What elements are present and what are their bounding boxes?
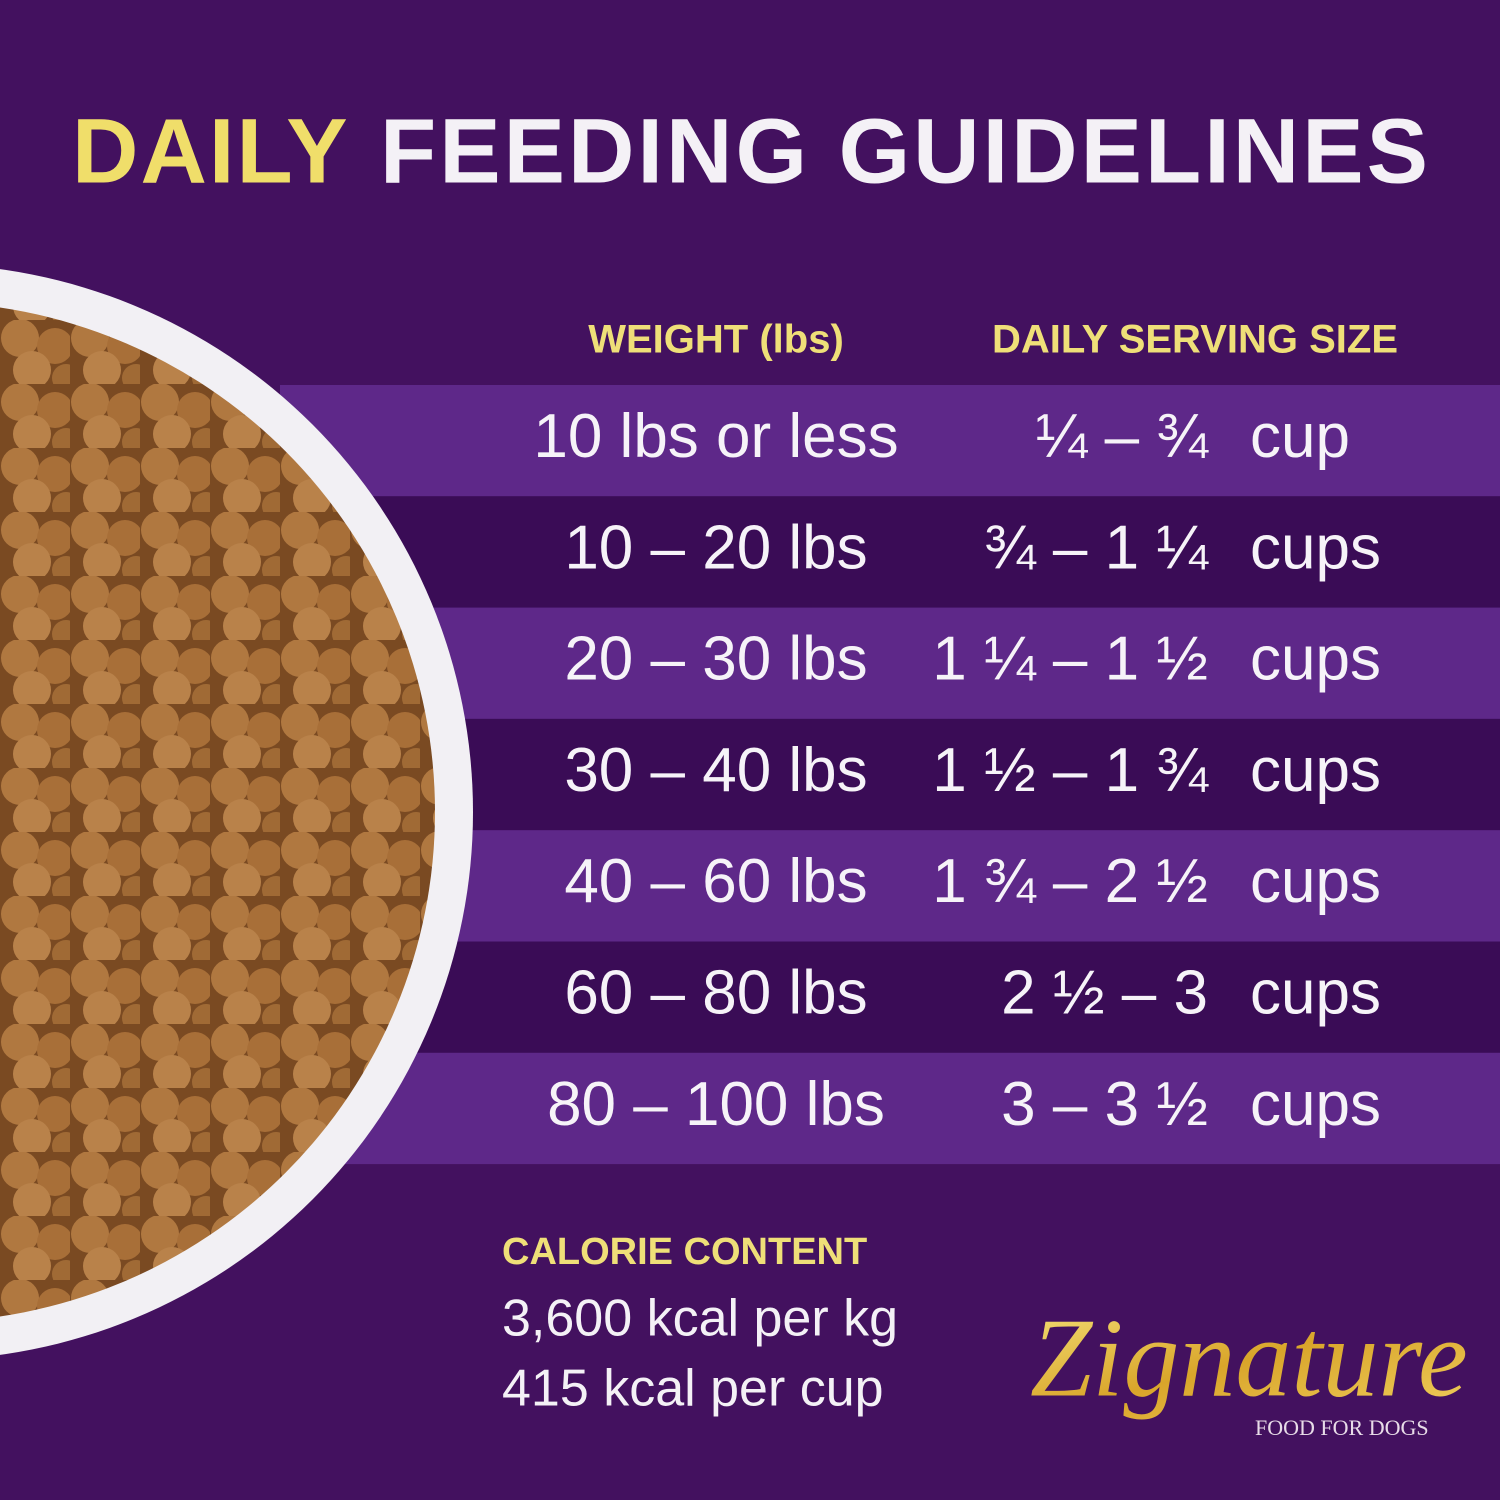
weight-cell: 20 – 30 lbs <box>564 625 867 694</box>
calorie-line: 415 kcal per cup <box>502 1360 884 1418</box>
row-band <box>280 718 1500 831</box>
kibble <box>0 307 435 1317</box>
serving-cell: 2 ½ – 3 <box>1001 959 1208 1028</box>
serving-cell: 3 – 3 ½ <box>1001 1070 1208 1139</box>
brand-logo: Zignature <box>1030 1297 1468 1421</box>
weight-cell: 10 lbs or less <box>533 402 898 471</box>
unit-cell: cups <box>1250 1070 1381 1139</box>
serving-cell: ¾ – 1 ¼ <box>984 513 1209 582</box>
table-rows: 10 lbs or less ¼ – ¾ cup 10 – 20 lbs ¾ – 1 ¼… <box>533 402 1381 1139</box>
row-bands <box>280 385 1500 1165</box>
column-header: DAILY SERVING SIZE <box>992 318 1398 362</box>
unit-cell: cups <box>1250 736 1381 805</box>
title: FEEDING GUIDELINES <box>380 100 1430 202</box>
weight-cell: 60 – 80 lbs <box>564 959 867 1028</box>
unit-cell: cups <box>1250 959 1381 1028</box>
row-band <box>280 385 1500 497</box>
serving-cell: ¼ – ¾ <box>1036 402 1210 471</box>
row-band <box>280 607 1500 719</box>
row-band <box>280 496 1500 608</box>
weight-cell: 40 – 60 lbs <box>564 847 867 916</box>
row-band <box>280 1052 1500 1165</box>
title-highlight: DAILY <box>72 100 350 202</box>
unit-cell: cup <box>1250 402 1350 471</box>
unit-cell: cups <box>1250 847 1381 916</box>
weight-cell: 80 – 100 lbs <box>547 1070 885 1139</box>
unit-cell: cups <box>1250 625 1381 694</box>
unit-cell: cups <box>1250 513 1381 582</box>
row-band <box>280 830 1500 942</box>
row-band <box>280 941 1500 1053</box>
serving-cell: 1 ¾ – 2 ½ <box>932 847 1208 916</box>
calorie-line: 3,600 kcal per kg <box>502 1290 898 1348</box>
brand-tagline: FOOD FOR DOGS <box>1255 1415 1429 1440</box>
serving-cell: 1 ½ – 1 ¾ <box>932 736 1209 805</box>
weight-cell: 30 – 40 lbs <box>564 736 867 805</box>
serving-cell: 1 ¼ – 1 ½ <box>932 625 1208 694</box>
calorie-heading: CALORIE CONTENT <box>502 1231 867 1273</box>
column-header: WEIGHT (lbs) <box>588 318 844 362</box>
weight-cell: 10 – 20 lbs <box>564 513 867 582</box>
